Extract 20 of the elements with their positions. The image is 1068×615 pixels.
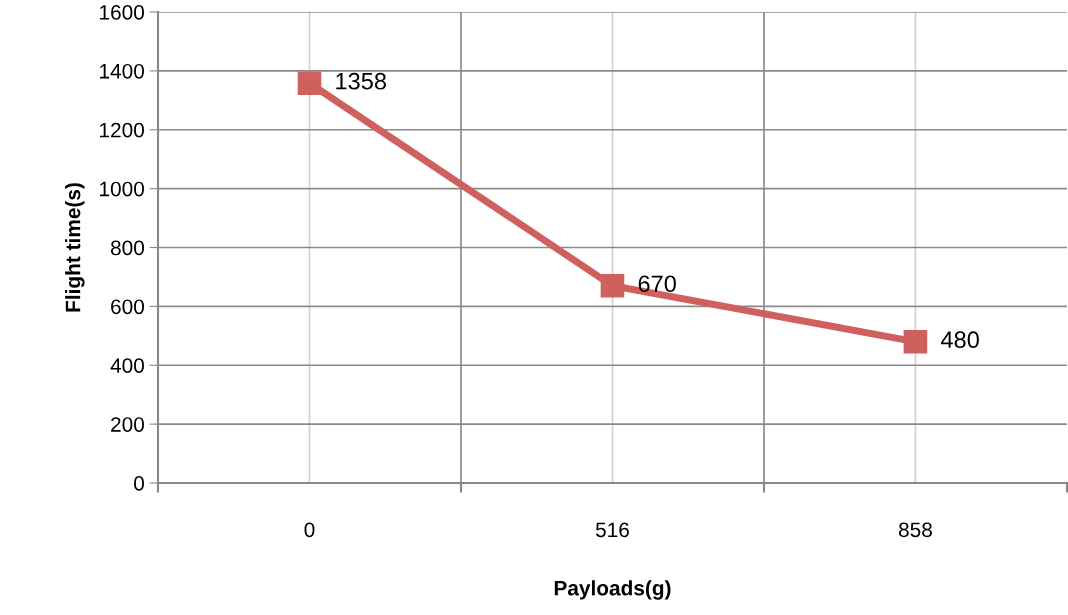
y-tick-label: 400 bbox=[110, 358, 144, 373]
data-label: 1358 bbox=[336, 72, 386, 90]
y-tick-label: 1400 bbox=[100, 63, 144, 79]
y-tick-label: 1000 bbox=[100, 181, 144, 197]
y-tick-label: 200 bbox=[111, 417, 144, 432]
y-tick-label: 1200 bbox=[100, 122, 144, 138]
data-label: 480 bbox=[940, 331, 979, 349]
point bbox=[903, 329, 928, 354]
x-tick-label: 858 bbox=[898, 522, 932, 538]
x-tick-label: 516 bbox=[595, 522, 629, 538]
data-label: 670 bbox=[638, 275, 676, 293]
x-tick-label: 0 bbox=[304, 522, 315, 538]
y-tick-label: 0 bbox=[134, 476, 144, 491]
point bbox=[600, 273, 625, 298]
y-tick-label: 800 bbox=[110, 240, 144, 256]
y-tick-label: 1600 bbox=[100, 5, 144, 20]
y-axis-title: Flight time(s) bbox=[65, 183, 85, 312]
point bbox=[297, 71, 322, 96]
y-tick-label: 600 bbox=[111, 299, 144, 315]
x-axis-title: Payloads(g) bbox=[554, 580, 671, 600]
